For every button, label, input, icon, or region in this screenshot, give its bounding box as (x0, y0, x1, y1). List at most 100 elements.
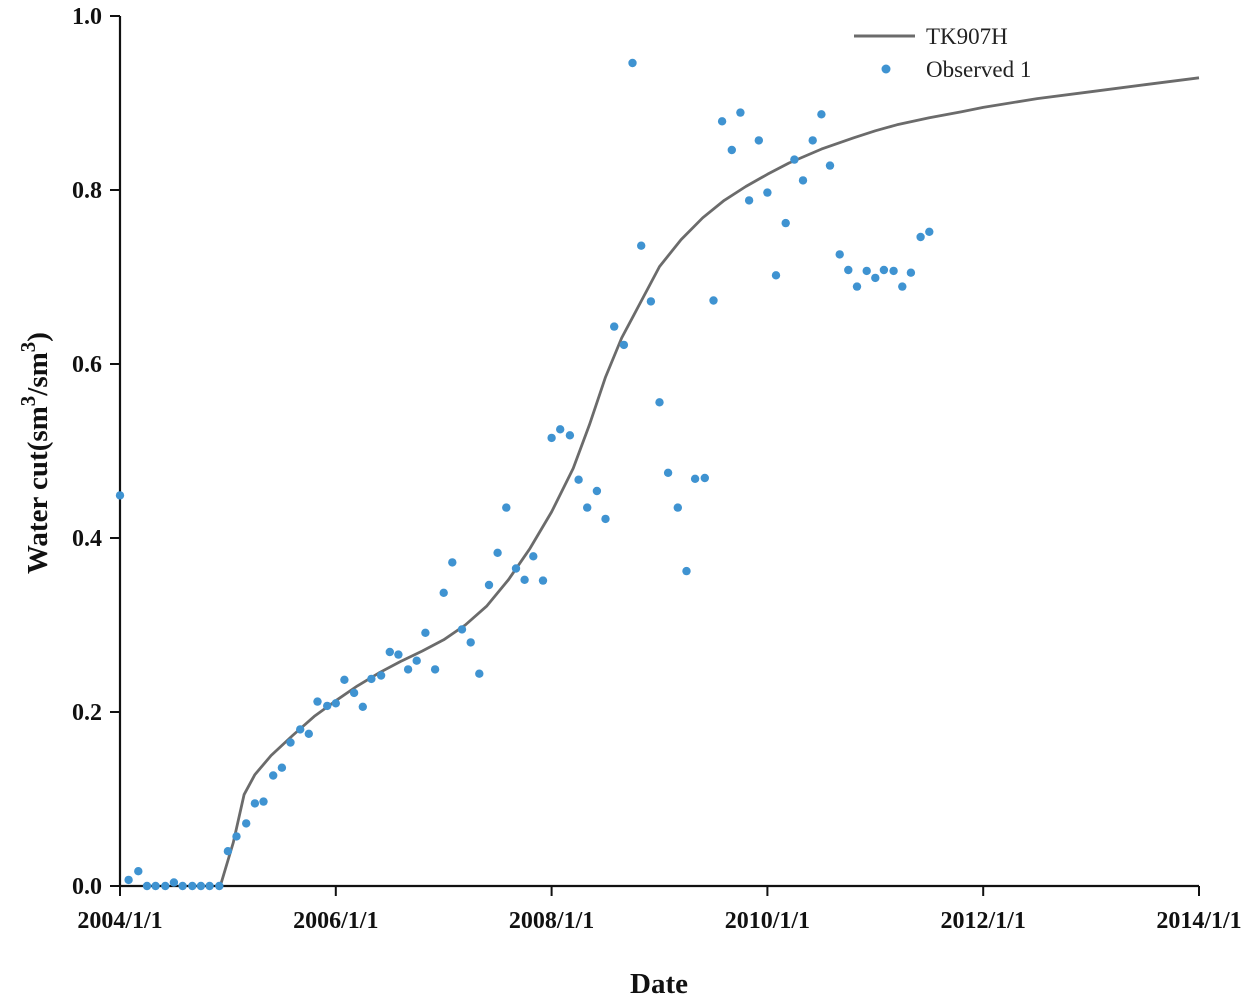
observed-point (178, 881, 187, 891)
observed-point (798, 176, 808, 185)
observed-point (556, 425, 565, 434)
observed-point (790, 155, 799, 164)
y-axis-title: Water cut(sm3/sm3) (16, 332, 54, 574)
legend-label-observed: Observed 1 (926, 57, 1031, 82)
observed-point (763, 188, 772, 197)
observed-point (134, 867, 143, 876)
observed-point (358, 702, 367, 711)
axes (118, 16, 1199, 888)
observed-point (646, 297, 656, 306)
observed-point (906, 268, 916, 277)
observed-point (142, 881, 152, 891)
legend-marker-observed (881, 64, 891, 74)
observed-point (151, 881, 160, 891)
y-tick-label: 0.0 (72, 874, 102, 900)
y-axis-title-sup-1: 3 (16, 396, 40, 407)
observed-point (394, 650, 403, 659)
observed-point (493, 548, 502, 557)
observed-point (628, 58, 637, 68)
observed-point (296, 725, 305, 734)
y-axis-title-sup-2: 3 (16, 342, 40, 353)
observed-point (862, 266, 871, 276)
series-line-tk907h (218, 76, 1200, 887)
observed-point (232, 832, 241, 841)
observed-point (448, 558, 457, 567)
observed-point (277, 763, 287, 772)
observed-point (223, 847, 233, 856)
observed-point (673, 503, 682, 512)
observed-point (898, 282, 907, 291)
observed-point (340, 675, 349, 684)
legend: TK907H Observed 1 (854, 24, 1031, 82)
observed-point (188, 881, 197, 891)
observed-point (592, 486, 602, 496)
observed-point (727, 145, 736, 155)
observed-point (439, 588, 448, 597)
plot-area (115, 58, 1200, 891)
observed-point (736, 108, 745, 117)
observed-point (421, 628, 430, 637)
observed-point (771, 271, 781, 280)
observed-point (744, 196, 754, 205)
observed-point (520, 575, 529, 584)
y-tick-label: 0.2 (72, 700, 102, 726)
observed-point (269, 771, 278, 780)
observed-point (412, 656, 421, 665)
observed-point (610, 322, 619, 331)
observed-point (215, 881, 224, 891)
observed-point (115, 491, 125, 500)
observed-point (879, 265, 889, 275)
observed-point (286, 738, 295, 747)
y-tick-label: 0.4 (72, 526, 102, 552)
observed-point (403, 665, 413, 674)
observed-point (323, 701, 332, 711)
y-tick-label: 0.6 (72, 352, 102, 378)
observed-point (690, 474, 700, 483)
x-tick-label: 2010/1/1 (725, 908, 810, 934)
observed-point (583, 503, 592, 512)
x-tick-label: 2004/1/1 (77, 908, 162, 934)
observed-point (663, 468, 673, 477)
observed-point (161, 881, 170, 891)
observed-point (124, 875, 133, 885)
observed-point (475, 669, 484, 678)
y-tick-label: 0.8 (72, 178, 102, 204)
observed-point (250, 799, 260, 808)
observed-point (871, 273, 880, 283)
observed-point (169, 878, 179, 887)
observed-point (304, 729, 313, 738)
observed-point (852, 282, 862, 291)
observed-point (430, 665, 440, 674)
x-tick-label: 2006/1/1 (293, 908, 378, 934)
y-axis-title-main: Water cut(sm (22, 406, 54, 574)
observed-point (781, 218, 790, 228)
observed-point (574, 475, 583, 484)
observed-point (457, 625, 467, 634)
observed-point (484, 580, 494, 590)
observed-point (529, 552, 538, 561)
observed-point (547, 433, 556, 443)
observed-point (709, 296, 718, 305)
observed-point (808, 136, 817, 145)
observed-point (367, 674, 376, 684)
legend-label-tk907h: TK907H (926, 24, 1008, 49)
y-axis-ticks: 0.0 0.2 0.4 0.6 0.8 1.0 (72, 4, 120, 900)
x-tick-label: 2014/1/1 (1156, 908, 1241, 934)
x-axis-title: Date (630, 968, 688, 1000)
observed-point (817, 110, 826, 119)
observed-point (376, 671, 386, 680)
observed-point (259, 797, 268, 806)
observed-point (511, 564, 521, 573)
x-tick-label: 2012/1/1 (941, 908, 1026, 934)
observed-point (331, 699, 340, 708)
y-axis-title-mid: /sm (22, 352, 54, 397)
observed-point (349, 688, 359, 698)
observed-point (916, 232, 925, 242)
observed-point (700, 473, 709, 483)
observed-point (835, 250, 844, 259)
x-tick-label: 2008/1/1 (509, 908, 594, 934)
observed-point (717, 117, 727, 126)
observed-point (466, 638, 475, 647)
observed-point (655, 398, 664, 407)
y-axis-title-end: ) (22, 332, 54, 342)
